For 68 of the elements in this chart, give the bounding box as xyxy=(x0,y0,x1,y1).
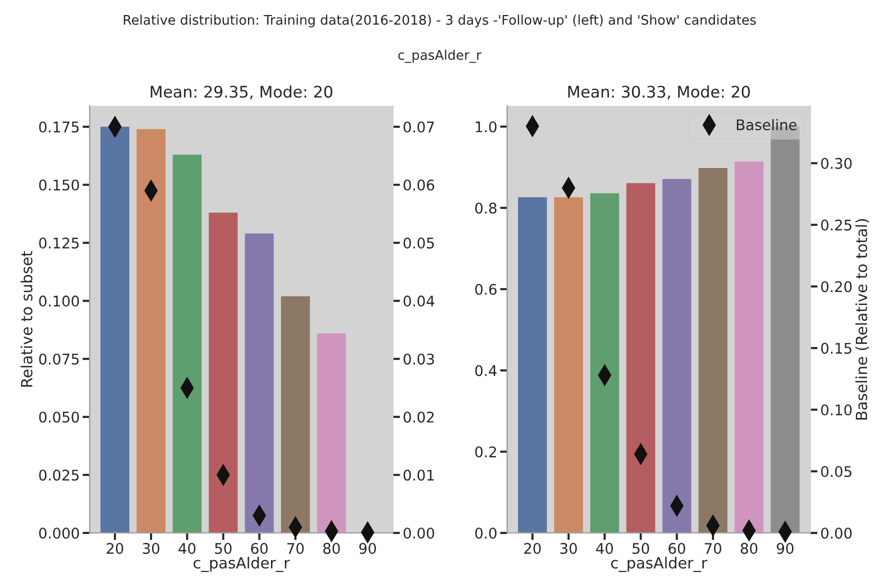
y2-tick-label: 0.20 xyxy=(821,281,852,292)
x-tick-label: 70 xyxy=(704,542,722,554)
bar xyxy=(518,197,547,533)
bar xyxy=(317,333,346,533)
chart-title: Mean: 29.35, Mode: 20 xyxy=(150,85,332,100)
x-tick-label: 40 xyxy=(178,542,196,554)
x-axis-title: c_pasAlder_r xyxy=(194,556,290,572)
x-tick-label: 60 xyxy=(668,542,686,554)
y2-tick-label: 0.10 xyxy=(821,404,852,416)
y2-tick-label: 0.02 xyxy=(404,412,434,423)
bar xyxy=(554,197,583,533)
x-tick-label: 80 xyxy=(323,542,340,554)
y-tick-label: 0.000 xyxy=(39,528,79,539)
x-tick-label: 90 xyxy=(359,542,376,554)
x-tick-label: 60 xyxy=(251,542,268,554)
x-tick-label: 80 xyxy=(740,542,758,554)
bar xyxy=(208,212,238,533)
bar xyxy=(244,234,274,533)
y-tick-label: 1.0 xyxy=(476,121,496,132)
y2-tick-label: 0.05 xyxy=(404,238,434,249)
x-tick-label: 50 xyxy=(632,542,650,554)
legend-label: Baseline xyxy=(736,119,797,130)
bar xyxy=(172,154,202,533)
y-tick-label: 0.8 xyxy=(475,202,496,214)
y-axis-title: Relative to subset xyxy=(20,251,32,387)
text: Relative distribution: Training data(2016-2018) - 3 days -'Follow-up' (left) and 'Show' candidates xyxy=(124,14,756,28)
y-tick-label: 0.6 xyxy=(475,284,497,295)
x-axis-title: c_pasAlder_r xyxy=(611,556,708,572)
x-tick-label: 30 xyxy=(142,542,160,554)
y2-tick-label: 0.30 xyxy=(821,158,852,169)
x-tick-label: 30 xyxy=(560,542,577,554)
y-tick-label: 0.125 xyxy=(39,238,79,249)
y2-tick-label: 0.04 xyxy=(404,296,434,307)
text: c_pasAlder_r xyxy=(398,50,482,63)
bar xyxy=(734,162,764,533)
y2-tick-label: 0.07 xyxy=(404,121,434,133)
y2-tick-label: 0.00 xyxy=(404,528,434,539)
bar xyxy=(136,129,166,533)
bar xyxy=(698,168,728,533)
y2-tick-label: 0.25 xyxy=(821,220,852,231)
bar xyxy=(662,179,692,533)
y2-tick-label: 0.05 xyxy=(821,466,852,478)
y2-tick-label: 0.06 xyxy=(404,180,434,191)
y-tick-label: 0.175 xyxy=(39,121,79,133)
x-tick-label: 70 xyxy=(287,542,304,554)
y-tick-label: 0.050 xyxy=(39,412,79,423)
chart-title: Mean: 30.33, Mode: 20 xyxy=(568,85,750,100)
y-tick-label: 0.100 xyxy=(39,296,79,307)
x-tick-label: 20 xyxy=(106,542,124,554)
x-tick-label: 90 xyxy=(776,542,794,554)
y2-axis-title: Baseline (Relative to total) xyxy=(855,219,870,420)
y-tick-label: 0.150 xyxy=(39,180,79,191)
bar xyxy=(100,126,130,533)
y-tick-label: 0.4 xyxy=(475,365,497,376)
y2-tick-label: 0.03 xyxy=(404,354,434,365)
y2-tick-label: 0.01 xyxy=(404,470,434,481)
y2-tick-label: 0.00 xyxy=(821,528,852,539)
y2-tick-label: 0.15 xyxy=(821,342,852,354)
bar xyxy=(280,296,310,533)
x-tick-label: 20 xyxy=(524,542,541,554)
y-tick-label: 0.0 xyxy=(475,528,496,539)
y-tick-label: 0.025 xyxy=(39,470,79,481)
bar xyxy=(626,183,656,533)
bar xyxy=(590,193,620,533)
y-tick-label: 0.2 xyxy=(475,446,496,458)
x-tick-label: 50 xyxy=(215,542,232,554)
y-tick-label: 0.075 xyxy=(39,354,79,365)
x-tick-label: 40 xyxy=(596,542,613,554)
